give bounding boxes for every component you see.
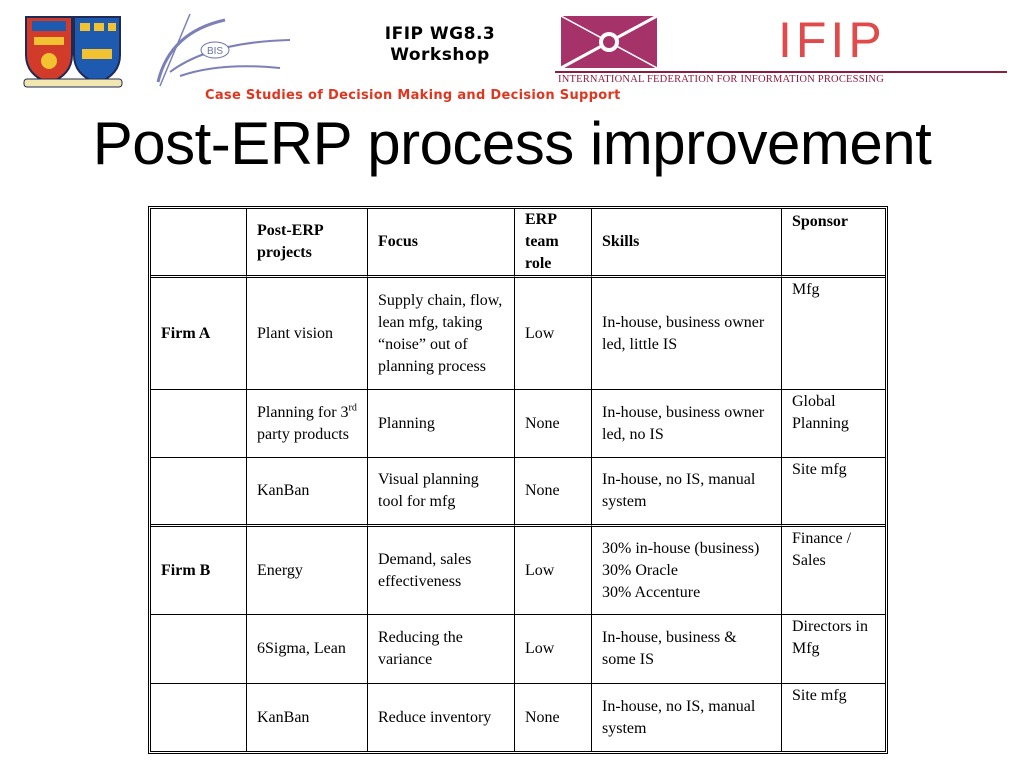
bis-logo-text: BIS	[207, 46, 223, 57]
header-subtitle: Case Studies of Decision Making and Deci…	[205, 88, 621, 103]
focus-cell: Reducing the variance	[368, 615, 515, 684]
focus-cell: Visual planning tool for mfg	[368, 458, 515, 527]
header-erp-role: ERP team role	[515, 209, 592, 278]
university-crest-icon	[23, 16, 123, 88]
project-cell: KanBan	[247, 684, 368, 751]
skills-cell: In-house, business owner led, little IS	[592, 278, 782, 390]
table-row: Firm B Energy Demand, sales effectivenes…	[151, 527, 885, 615]
project-cell: 6Sigma, Lean	[247, 615, 368, 684]
firm-cell	[151, 390, 247, 458]
project-cell: Energy	[247, 527, 368, 615]
erp-role-cell: None	[515, 390, 592, 458]
firm-cell	[151, 458, 247, 527]
project-cell: Plant vision	[247, 278, 368, 390]
header-focus: Focus	[368, 209, 515, 278]
workshop-title: IFIP WG8.3 Workshop	[330, 24, 550, 66]
erp-role-cell: None	[515, 684, 592, 751]
ordinal-suffix: rd	[348, 402, 357, 414]
header-skills: Skills	[592, 209, 782, 278]
sponsor-cell: Site mfg	[782, 458, 885, 527]
project-cell: KanBan	[247, 458, 368, 527]
firm-cell	[151, 684, 247, 751]
table-row: Firm A Plant vision Supply chain, flow, …	[151, 278, 885, 390]
table-row: 6Sigma, Lean Reducing the variance Low I…	[151, 615, 885, 684]
workshop-title-line2: Workshop	[390, 45, 490, 65]
focus-cell: Reduce inventory	[368, 684, 515, 751]
projects-table: Post-ERP projects Focus ERP team role Sk…	[148, 206, 888, 754]
page-title: Post-ERP process improvement	[92, 110, 932, 177]
table-row: Planning for 3rd party products Planning…	[151, 390, 885, 458]
sponsor-cell: Directors in Mfg	[782, 615, 885, 684]
header-sponsor: Sponsor	[782, 209, 885, 278]
table-row: KanBan Reduce inventory None In-house, n…	[151, 684, 885, 751]
ifip-full-name: INTERNATIONAL FEDERATION FOR INFORMATION…	[558, 74, 884, 85]
ifip-logo-text: IFIP	[778, 12, 886, 68]
skills-cell: In-house, business & some IS	[592, 615, 782, 684]
focus-cell: Planning	[368, 390, 515, 458]
table-header-row: Post-ERP projects Focus ERP team role Sk…	[151, 209, 885, 278]
workshop-title-line1: IFIP WG8.3	[384, 24, 496, 44]
erp-role-cell: Low	[515, 278, 592, 390]
focus-cell: Demand, sales effectiveness	[368, 527, 515, 615]
project-cell: Planning for 3rd party products	[247, 390, 368, 458]
skills-cell: 30% in-house (business) 30% Oracle 30% A…	[592, 527, 782, 615]
firm-cell	[151, 615, 247, 684]
skills-cell: In-house, no IS, manual system	[592, 458, 782, 527]
sponsor-cell: Global Planning	[782, 390, 885, 458]
bis-logo-icon: BIS	[156, 13, 291, 87]
project-text-post: party products	[257, 425, 349, 443]
erp-role-cell: None	[515, 458, 592, 527]
firm-cell: Firm B	[151, 527, 247, 615]
header-firm	[151, 209, 247, 278]
ifip-emblem-icon	[561, 16, 657, 68]
skills-cell: In-house, no IS, manual system	[592, 684, 782, 751]
erp-role-cell: Low	[515, 527, 592, 615]
focus-cell: Supply chain, flow, lean mfg, taking “no…	[368, 278, 515, 390]
sponsor-cell: Finance / Sales	[782, 527, 885, 615]
project-text-pre: Planning for 3	[257, 403, 349, 421]
header-projects: Post-ERP projects	[247, 209, 368, 278]
skills-cell: In-house, business owner led, no IS	[592, 390, 782, 458]
sponsor-cell: Mfg	[782, 278, 885, 390]
header-divider	[555, 71, 1007, 73]
erp-role-cell: Low	[515, 615, 592, 684]
table-row: KanBan Visual planning tool for mfg None…	[151, 458, 885, 527]
sponsor-cell: Site mfg	[792, 687, 847, 704]
firm-cell: Firm A	[151, 278, 247, 390]
